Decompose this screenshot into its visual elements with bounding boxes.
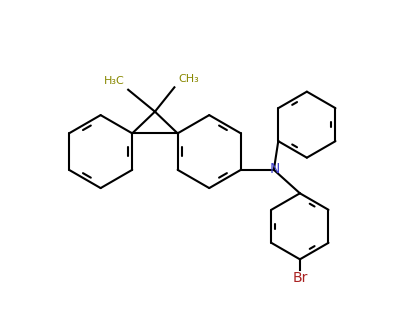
Text: H₃C: H₃C	[103, 76, 124, 86]
Text: Br: Br	[292, 272, 307, 286]
Text: N: N	[269, 162, 279, 176]
Text: CH₃: CH₃	[178, 74, 198, 84]
